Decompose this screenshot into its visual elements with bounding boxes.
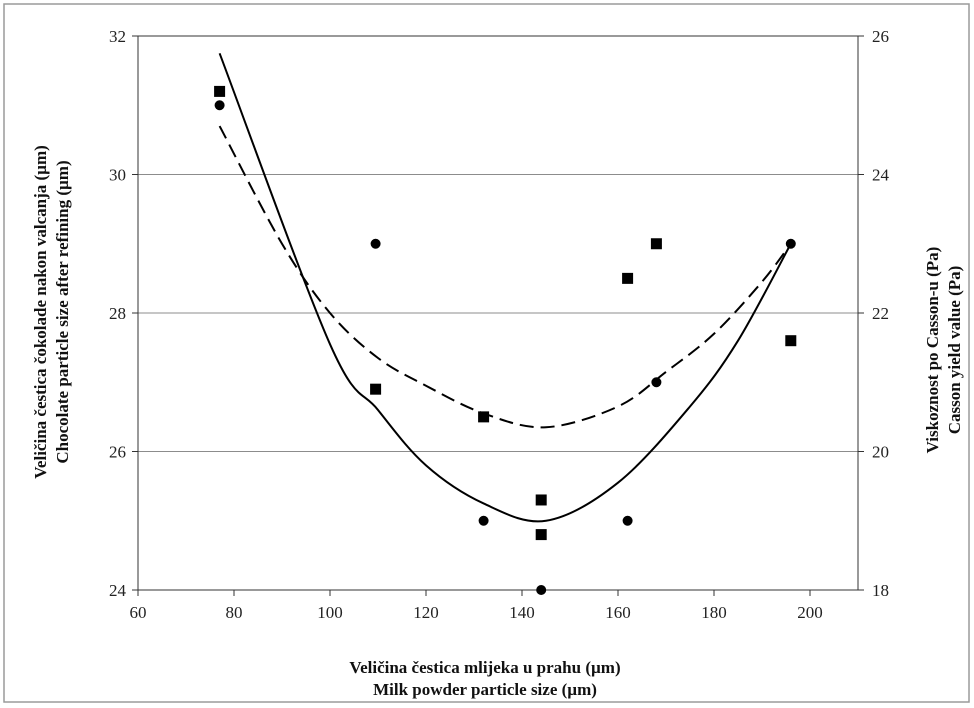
trendline-solid [218,52,792,523]
data-point-square [214,85,226,97]
x-tick-label: 160 [605,603,631,622]
left-y-tick-label: 28 [109,304,126,323]
data-point-square [650,238,662,250]
right-y-tick-label: 20 [872,443,889,462]
data-point-square [535,529,547,541]
x-tick-label: 180 [701,603,727,622]
left-y-tick-label: 30 [109,166,126,185]
chart-border [3,3,970,703]
right-y-axis-ticks: 18 20 22 24 26 [858,27,890,600]
data-point-circle [478,515,489,526]
right-y-tick-label: 18 [872,581,889,600]
data-point-square [370,383,382,395]
x-axis-title-line1: Veličina čestica mlijeka u prahu (µm) [349,658,620,677]
right-y-tick-label: 26 [872,27,889,46]
x-tick-label: 140 [509,603,535,622]
data-point-circle [370,238,381,249]
left-axis-title-line1: Veličina čestica čokolade nakon valcanja… [31,145,50,479]
data-point-circle [651,377,662,388]
data-point-circle [622,515,633,526]
x-tick-label: 200 [797,603,823,622]
trendlines [218,52,792,523]
x-axis-ticks: 60 80 100 120 140 160 180 200 [130,590,823,622]
right-axis-title-line2: Casson yield value (Pa) [945,266,964,435]
x-tick-label: 80 [226,603,243,622]
data-point-square [478,411,490,423]
data-point-square [535,494,547,506]
data-point-circle [785,238,796,249]
data-point-circle [536,585,547,595]
right-axis-title-line1: Viskoznost po Casson-u (Pa) [923,247,942,454]
data-point-circle [214,100,225,111]
left-axis-title-line2: Chocolate particle size after refining (… [53,160,72,463]
data-point-square [785,335,797,347]
trendline-dashed [218,125,792,429]
right-y-tick-label: 24 [872,166,890,185]
x-tick-label: 100 [317,603,343,622]
x-axis-title-line2: Milk powder particle size (µm) [373,680,597,699]
x-tick-label: 60 [130,603,147,622]
left-y-tick-label: 26 [109,443,126,462]
left-y-tick-label: 32 [109,27,126,46]
left-y-tick-label: 24 [109,581,127,600]
gridlines [138,35,858,591]
data-point-square [622,272,634,284]
data-markers [214,85,797,595]
x-tick-label: 120 [413,603,439,622]
right-y-tick-label: 22 [872,304,889,323]
left-y-axis-ticks: 24 26 28 30 32 [109,27,138,600]
